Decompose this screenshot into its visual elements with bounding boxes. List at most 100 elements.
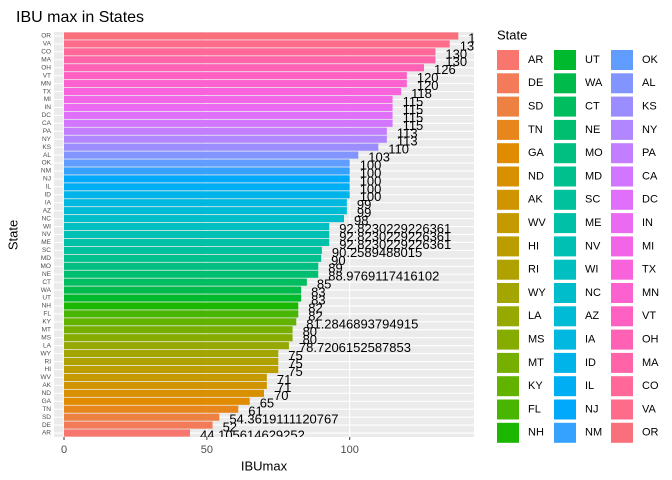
- legend-label: CT: [585, 101, 600, 113]
- y-tick-label: VA: [43, 41, 52, 48]
- legend-label: NJ: [585, 403, 598, 415]
- legend-key: [497, 96, 519, 117]
- y-tick-label: WI: [43, 223, 51, 230]
- legend-key: [554, 143, 576, 164]
- legend-label: FL: [528, 403, 541, 415]
- legend-title: State: [497, 27, 527, 42]
- y-tick-label: MN: [41, 80, 51, 87]
- legend-label: MA: [642, 357, 659, 369]
- value-label: 88.9769117416102: [328, 269, 439, 284]
- legend-key: [554, 399, 576, 420]
- bar: [64, 318, 297, 326]
- value-label: 85: [317, 277, 331, 292]
- y-tick-label: DE: [42, 422, 52, 429]
- legend-key: [497, 119, 519, 140]
- bar: [64, 365, 279, 374]
- legend-label: IN: [642, 217, 653, 229]
- legend-label: SD: [528, 101, 543, 113]
- legend-label: TX: [642, 264, 657, 276]
- legend-label: GA: [528, 147, 545, 159]
- legend-label: UT: [585, 54, 600, 66]
- legend-key: [554, 73, 576, 94]
- legend-key: [611, 143, 633, 164]
- legend-key: [554, 236, 576, 257]
- legend-label: HI: [528, 240, 539, 252]
- y-tick-label: PA: [43, 128, 52, 135]
- y-tick-label: IL: [46, 184, 52, 191]
- legend-label: ME: [585, 217, 602, 229]
- y-tick-label: HI: [45, 366, 52, 373]
- bar: [64, 127, 387, 135]
- legend-key: [497, 236, 519, 257]
- bar: [64, 111, 393, 119]
- bar: [64, 230, 330, 239]
- legend-label: NE: [585, 124, 600, 136]
- legend-key: [497, 259, 519, 280]
- legend-key: [554, 259, 576, 280]
- value-label: 126: [434, 62, 456, 77]
- legend-label: KY: [528, 380, 543, 392]
- legend-key: [611, 259, 633, 280]
- bar: [64, 207, 347, 215]
- bar: [64, 48, 436, 56]
- legend-label: KS: [642, 101, 657, 113]
- bar: [64, 143, 379, 151]
- legend-label: NC: [585, 287, 601, 299]
- legend-key: [497, 306, 519, 327]
- y-tick-label: WA: [41, 287, 52, 294]
- bar: [64, 326, 293, 334]
- bar: [64, 429, 191, 437]
- value-label: 82: [308, 300, 322, 315]
- bar: [64, 103, 393, 112]
- legend-key: [554, 306, 576, 327]
- legend-key: [497, 213, 519, 234]
- value-label: 110: [388, 142, 409, 157]
- bar: [64, 254, 322, 262]
- legend-key: [497, 50, 519, 70]
- value-label: 81.2846893794915: [306, 316, 418, 331]
- bar: [64, 397, 250, 405]
- legend-key: [497, 399, 519, 420]
- chart-title: IBU max in States: [16, 9, 144, 26]
- bar: [64, 294, 302, 302]
- value-label: 100: [360, 189, 382, 204]
- y-tick-label: UT: [42, 295, 51, 302]
- legend-key: [554, 50, 576, 70]
- y-tick-label: ME: [41, 239, 51, 246]
- y-tick-label: RI: [45, 358, 52, 365]
- bar: [64, 246, 322, 254]
- x-tick-label: 100: [341, 444, 359, 456]
- y-tick-label: CT: [42, 279, 51, 286]
- legend-label: DE: [528, 77, 543, 89]
- bar: [64, 40, 450, 48]
- legend-key: [497, 352, 519, 373]
- value-label: 80: [303, 324, 317, 339]
- y-tick-label: MO: [41, 263, 51, 270]
- value-label: 100: [360, 173, 382, 188]
- legend-key: [554, 213, 576, 234]
- y-tick-label: OK: [42, 160, 52, 167]
- value-label: 61: [248, 404, 262, 419]
- legend-key: [554, 166, 576, 187]
- bar: [64, 222, 330, 231]
- legend-label: NY: [642, 124, 658, 136]
- value-label: 78.7206152587853: [299, 340, 411, 355]
- bar: [64, 159, 350, 167]
- bar: [64, 270, 319, 278]
- legend-label: MS: [528, 334, 545, 346]
- y-tick-label: GA: [42, 398, 52, 405]
- legend-label: RI: [528, 264, 539, 276]
- value-label: 113: [397, 126, 418, 141]
- legend-label: AZ: [585, 310, 599, 322]
- y-tick-label: TX: [43, 88, 52, 95]
- bar: [64, 238, 330, 247]
- legend-label: ND: [528, 170, 544, 182]
- legend-label: NM: [585, 427, 602, 439]
- y-tick-label: NY: [42, 136, 52, 143]
- value-label: 98: [354, 213, 368, 228]
- y-tick-label: SD: [42, 414, 51, 421]
- y-tick-label: AK: [42, 382, 51, 389]
- legend-label: AR: [528, 54, 543, 66]
- y-axis-title: State: [5, 220, 20, 250]
